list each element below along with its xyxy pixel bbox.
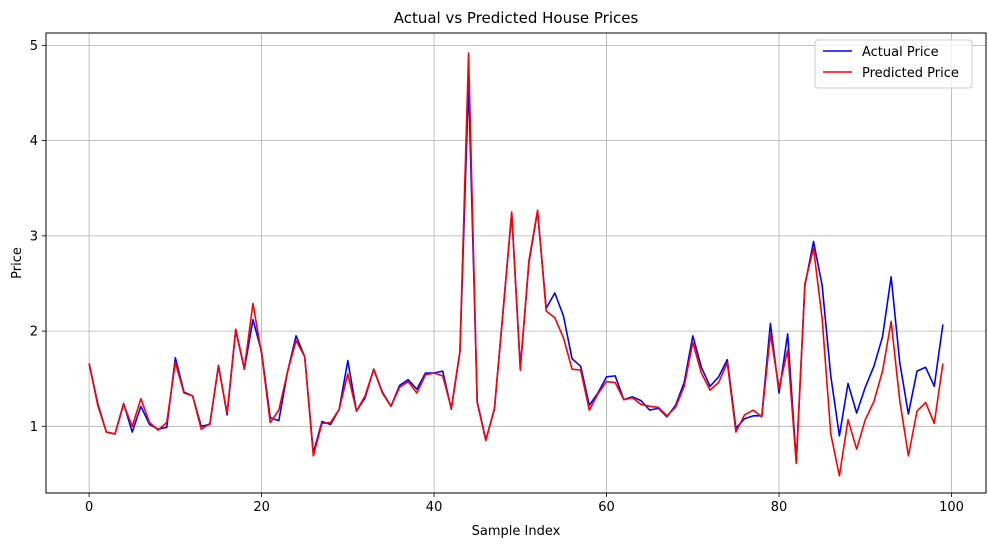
x-tick-label: 0: [85, 500, 93, 515]
axis-ticks: 0 20 40 60 80 100 1 2 3 4 5: [30, 39, 964, 515]
x-axis-label: Sample Index: [472, 524, 561, 539]
y-tick-label: 4: [30, 134, 38, 149]
x-tick-label: 20: [253, 500, 270, 515]
legend: Actual Price Predicted Price: [814, 39, 973, 89]
y-axis-label: Price: [10, 247, 25, 279]
legend-label-actual: Actual Price: [862, 45, 939, 60]
y-tick-label: 1: [30, 420, 38, 435]
y-tick-label: 3: [30, 229, 38, 244]
series-layer: [88, 52, 944, 477]
x-tick-label: 100: [939, 500, 964, 515]
chart-title: Actual vs Predicted House Prices: [394, 9, 639, 27]
x-tick-label: 60: [598, 500, 615, 515]
x-tick-label: 80: [771, 500, 788, 515]
x-tick-label: 40: [426, 500, 443, 515]
plot-frame: [45, 32, 987, 494]
legend-label-predicted: Predicted Price: [862, 66, 959, 81]
y-tick-label: 5: [30, 39, 38, 54]
series-line-predicted: [88, 52, 944, 477]
y-tick-label: 2: [30, 325, 38, 340]
legend-box: [814, 39, 973, 89]
